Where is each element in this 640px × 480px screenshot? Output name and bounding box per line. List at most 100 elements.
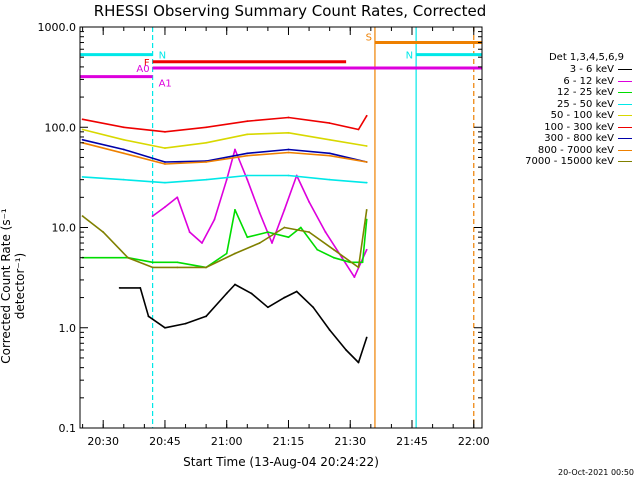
data-point: [365, 208, 368, 211]
data-point: [205, 161, 208, 163]
data-point: [122, 126, 125, 129]
flag-label: N: [159, 51, 166, 62]
data-point: [164, 326, 166, 329]
data-point: [246, 120, 249, 123]
data-point: [176, 196, 179, 199]
data-point: [164, 181, 166, 184]
data-point: [365, 248, 368, 251]
data-point: [357, 361, 360, 364]
series-line: [82, 174, 367, 184]
legend-label: 50 - 100 keV: [550, 110, 614, 122]
data-point: [328, 154, 331, 157]
series-line: [152, 148, 368, 278]
legend-swatch: [618, 69, 632, 71]
data-point: [81, 175, 84, 178]
data-point: [246, 236, 249, 239]
data-point: [308, 231, 310, 233]
data-point: [176, 261, 179, 264]
x-tick-label: 20:45: [149, 435, 181, 448]
data-point: [365, 114, 368, 117]
plot-frame: [79, 26, 483, 429]
legend-entry: 300 - 800 keV: [484, 133, 632, 145]
series-line: [82, 115, 368, 133]
data-point: [246, 152, 249, 155]
series-line: [82, 209, 368, 269]
data-point: [205, 126, 208, 129]
legend-label: 7000 - 15000 keV: [525, 156, 614, 168]
series-line: [82, 139, 367, 163]
y-tick-label: 0.1: [59, 422, 77, 435]
data-point: [234, 252, 236, 255]
flag-label: S: [366, 33, 372, 44]
date-stamp: 20-Oct-2021 00:50: [558, 468, 634, 477]
data-point: [266, 231, 269, 233]
data-point: [246, 154, 249, 157]
data-point: [213, 218, 216, 221]
x-tick-label: 21:45: [396, 435, 428, 448]
axes: 0.1 1.0 10.0 100.0 1000.0 20:30 20:45 21:00 21:1…: [38, 21, 490, 448]
data-point: [357, 128, 360, 131]
data-point: [81, 138, 84, 141]
legend-swatch: [618, 161, 632, 163]
data-point: [324, 231, 327, 233]
legend-label: 25 - 50 keV: [556, 98, 614, 110]
data-point: [365, 161, 368, 163]
data-point: [316, 248, 319, 251]
x-tick-label: 21:00: [211, 435, 243, 448]
data-point: [287, 236, 290, 239]
data-point: [365, 336, 368, 339]
data-point: [164, 130, 166, 133]
data-point: [188, 231, 191, 233]
legend: Det 1,3,4,5,6,9 3 - 6 keV 6 - 12 keV 12 - …: [484, 52, 632, 168]
data-point: [283, 296, 286, 299]
x-tick-label: 21:15: [273, 435, 305, 448]
legend-label: 100 - 300 keV: [544, 121, 614, 133]
data-point: [81, 118, 84, 121]
data-point: [151, 215, 154, 217]
data-point: [147, 315, 150, 318]
data-point: [287, 174, 290, 177]
data-point: [122, 148, 125, 151]
data-point: [246, 174, 249, 177]
data-point: [266, 306, 269, 309]
legend-swatch: [618, 92, 632, 94]
data-point: [328, 138, 331, 141]
data-point: [308, 201, 310, 203]
data-point: [295, 290, 298, 293]
flag-label: A1: [159, 79, 172, 90]
y-tick-label: 10.0: [52, 222, 77, 235]
data-point: [164, 206, 166, 208]
data-point: [225, 252, 228, 255]
x-tick-label: 22:00: [458, 435, 490, 448]
legend-swatch: [618, 138, 632, 140]
data-point: [328, 329, 331, 331]
data-point: [271, 242, 273, 244]
data-point: [164, 163, 166, 165]
data-point: [332, 248, 335, 251]
data-point: [151, 266, 154, 269]
legend-entry: 7000 - 15000 keV: [484, 156, 632, 168]
data-point: [258, 211, 261, 214]
legend-title: Det 1,3,4,5,6,9: [548, 52, 624, 63]
data-point: [287, 151, 290, 154]
data-point: [246, 178, 249, 181]
flag-layer: N N S FA0 A1: [80, 33, 482, 90]
data-point: [250, 292, 253, 295]
legend-label: 800 - 7000 keV: [537, 144, 614, 156]
legend-swatch: [618, 80, 632, 82]
series-layer: [81, 114, 368, 364]
data-point: [328, 178, 331, 181]
legend-label: 3 - 6 keV: [569, 64, 614, 76]
y-axis-label: Corrected Count Rate (s⁻¹ detector⁻¹): [0, 208, 27, 364]
data-point: [312, 306, 315, 309]
chart-title: RHESSI Observing Summary Count Rates, Co…: [93, 2, 487, 20]
y-tick-label: 1000.0: [38, 21, 77, 34]
data-point: [283, 226, 286, 229]
data-point: [365, 145, 368, 147]
legend-entry: 50 - 100 keV: [484, 110, 632, 122]
data-point: [164, 147, 166, 149]
data-point: [287, 116, 290, 119]
data-point: [365, 181, 368, 184]
data-point: [126, 256, 129, 259]
